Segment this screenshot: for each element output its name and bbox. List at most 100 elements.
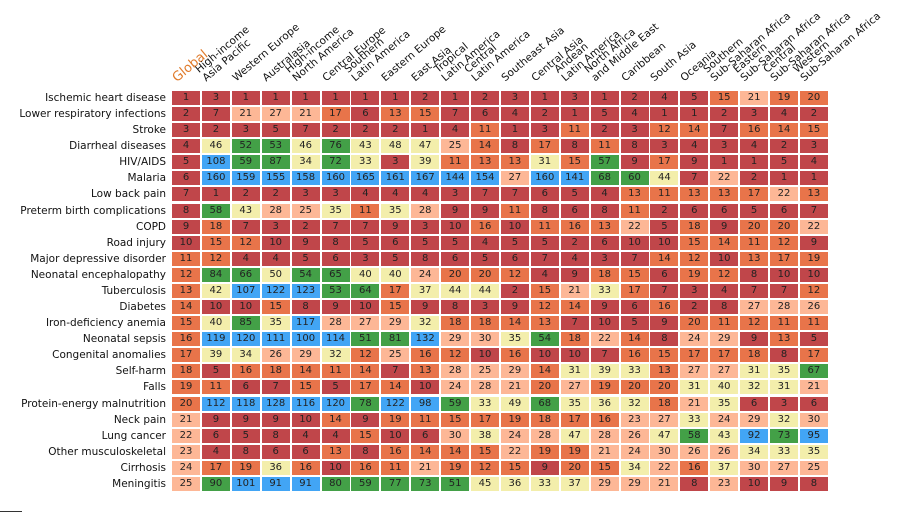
heatmap-cell: 1 xyxy=(770,171,798,186)
heatmap-cell: 4 xyxy=(560,251,589,266)
heatmap-cell: 17 xyxy=(650,155,679,170)
heatmap-cell: 2 xyxy=(680,300,709,315)
heatmap-cell: 17 xyxy=(530,139,559,154)
heatmap-cell: 16 xyxy=(411,348,440,363)
heatmap-cell: 90 xyxy=(201,476,230,491)
heatmap-cell: 4 xyxy=(441,123,470,138)
heatmap-cell: 2 xyxy=(201,123,230,138)
heatmap-cell: 8 xyxy=(261,428,290,443)
heatmap-cell: 13 xyxy=(172,283,200,298)
heatmap-cell: 6 xyxy=(381,235,410,250)
heatmap-cell: 5 xyxy=(770,155,798,170)
heatmap-cell: 20 xyxy=(799,91,828,105)
heatmap-cell: 11 xyxy=(381,460,410,475)
heatmap-cell: 16 xyxy=(291,460,320,475)
heatmap-cell: 34 xyxy=(231,348,260,363)
heatmap-cell: 33 xyxy=(590,283,619,298)
heatmap-cell: 10 xyxy=(261,235,290,250)
heatmap-cell: 4 xyxy=(740,139,769,154)
heatmap-cell: 4 xyxy=(261,251,290,266)
heatmap-cell: 10 xyxy=(500,219,529,234)
heatmap-cell: 158 xyxy=(291,171,320,186)
heatmap-cell: 16 xyxy=(172,332,200,347)
heatmap-cell: 122 xyxy=(381,396,410,411)
heatmap-cell: 17 xyxy=(381,283,410,298)
heatmap-cell: 3 xyxy=(411,219,440,234)
row-label: Ischemic heart disease xyxy=(45,92,166,104)
heatmap-cell: 44 xyxy=(471,283,499,298)
heatmap-cell: 59 xyxy=(231,155,260,170)
heatmap-cell: 5 xyxy=(381,251,410,266)
heatmap-cell: 11 xyxy=(321,364,350,379)
heatmap-cell: 28 xyxy=(261,203,290,218)
heatmap-cell: 91 xyxy=(291,476,320,491)
heatmap-cell: 14 xyxy=(650,251,679,266)
heatmap-cell: 160 xyxy=(530,171,559,186)
heatmap-cell: 13 xyxy=(710,187,739,202)
heatmap-cell: 3 xyxy=(291,187,320,202)
heatmap-cell: 18 xyxy=(740,348,769,363)
heatmap-cell: 30 xyxy=(650,444,679,459)
heatmap-cell: 15 xyxy=(530,283,559,298)
heatmap-cell: 11 xyxy=(620,203,649,218)
heatmap-cell: 37 xyxy=(560,476,589,491)
heatmap-cell: 23 xyxy=(172,444,200,459)
heatmap-cell: 72 xyxy=(321,155,350,170)
heatmap-cell: 24 xyxy=(620,444,649,459)
heatmap-cell: 27 xyxy=(710,364,739,379)
heatmap-cell: 5 xyxy=(799,332,828,347)
heatmap-cell: 101 xyxy=(231,476,260,491)
heatmap-cell: 5 xyxy=(201,364,230,379)
heatmap-cell: 33 xyxy=(620,364,649,379)
heatmap-cell: 20 xyxy=(471,267,499,282)
heatmap-cell: 4 xyxy=(351,187,380,202)
heatmap-cell: 78 xyxy=(351,396,380,411)
heatmap-cell: 11 xyxy=(441,155,470,170)
heatmap-cell: 18 xyxy=(261,364,290,379)
heatmap-cell: 20 xyxy=(560,460,589,475)
heatmap-cell: 80 xyxy=(321,476,350,491)
heatmap-cell: 8 xyxy=(231,444,260,459)
heatmap-cell: 118 xyxy=(231,396,260,411)
heatmap-cell: 18 xyxy=(201,219,230,234)
heatmap-cell: 7 xyxy=(799,203,828,218)
heatmap-cell: 33 xyxy=(770,444,798,459)
heatmap-cell: 73 xyxy=(411,476,440,491)
heatmap-cell: 64 xyxy=(351,283,380,298)
heatmap-cell: 15 xyxy=(620,267,649,282)
heatmap-cell: 24 xyxy=(710,412,739,427)
heatmap-cell: 13 xyxy=(740,251,769,266)
heatmap-cell: 15 xyxy=(172,316,200,331)
heatmap-cell: 33 xyxy=(471,396,499,411)
heatmap-cell: 59 xyxy=(351,476,380,491)
heatmap-cell: 6 xyxy=(201,428,230,443)
heatmap-cell: 3 xyxy=(799,139,828,154)
heatmap-cell: 35 xyxy=(710,396,739,411)
heatmap-cell: 6 xyxy=(172,171,200,186)
row-label: Road injury xyxy=(106,236,166,249)
heatmap-cell: 21 xyxy=(799,380,828,395)
heatmap-cell: 25 xyxy=(381,348,410,363)
heatmap-cell: 7 xyxy=(172,187,200,202)
heatmap-cell: 15 xyxy=(500,460,529,475)
heatmap-cell: 1 xyxy=(530,91,559,105)
heatmap-cell: 9 xyxy=(500,300,529,315)
heatmap-cell: 19 xyxy=(799,251,828,266)
heatmap-cell: 7 xyxy=(740,283,769,298)
heatmap-cell: 3 xyxy=(590,251,619,266)
heatmap-cell: 19 xyxy=(680,267,709,282)
heatmap-cell: 9 xyxy=(650,316,679,331)
heatmap-cell: 10 xyxy=(411,380,440,395)
heatmap-cell: 11 xyxy=(590,139,619,154)
heatmap-cell: 1 xyxy=(231,91,260,105)
heatmap-cell: 81 xyxy=(381,332,410,347)
heatmap-cell: 11 xyxy=(530,219,559,234)
heatmap-cell: 2 xyxy=(740,171,769,186)
heatmap-cell: 8 xyxy=(710,300,739,315)
heatmap-cell: 2 xyxy=(560,235,589,250)
heatmap-cell: 6 xyxy=(231,380,260,395)
heatmap-cell: 3 xyxy=(231,123,260,138)
heatmap-cell: 9 xyxy=(471,203,499,218)
heatmap-cell: 8 xyxy=(441,300,470,315)
